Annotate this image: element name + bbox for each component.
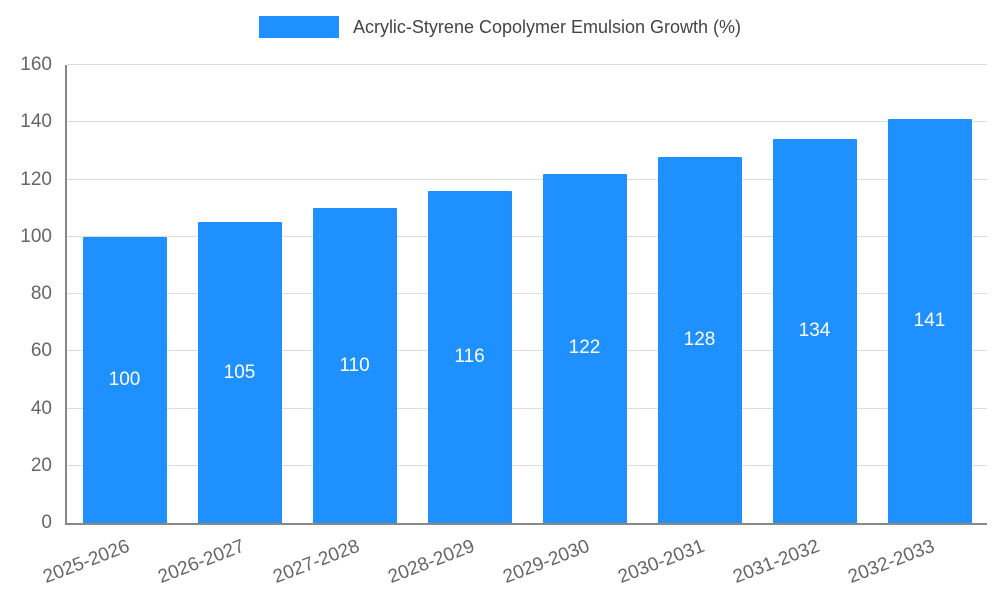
bar-2031-2032: 134 xyxy=(772,139,857,523)
bar-value-label: 122 xyxy=(568,337,601,359)
bar-value-label: 116 xyxy=(454,345,485,367)
bar-2032-2033: 141 xyxy=(887,119,972,523)
bar-value-label: 128 xyxy=(683,328,716,350)
bar-value-label: 110 xyxy=(339,354,370,376)
chart-title: Acrylic-Styrene Copolymer Emulsion Growt… xyxy=(352,16,742,37)
y-tick-label: 20 xyxy=(30,454,52,476)
bar-2025-2026: 100 xyxy=(82,236,167,523)
bar-value-label: 134 xyxy=(798,320,831,342)
bar-2030-2031: 128 xyxy=(657,156,742,523)
gridline xyxy=(67,350,987,352)
gridline xyxy=(67,64,987,65)
gridline xyxy=(67,407,987,409)
y-tick-label: 0 xyxy=(41,512,52,533)
y-tick-label: 60 xyxy=(30,340,52,362)
x-tick-label: 2032-2033 xyxy=(844,535,938,588)
y-tick-label: 140 xyxy=(20,111,52,133)
x-tick-label: 2027-2028 xyxy=(269,535,363,588)
bar-value-label: 141 xyxy=(913,310,946,332)
x-tick-label: 2029-2030 xyxy=(499,535,593,588)
y-tick-label: 100 xyxy=(20,225,52,247)
x-tick-label: 2025-2026 xyxy=(39,535,133,588)
x-tick-label: 2030-2031 xyxy=(614,535,708,588)
y-tick-label: 80 xyxy=(30,283,52,304)
legend-swatch xyxy=(258,16,339,38)
chart-legend: Acrylic-Styrene Copolymer Emulsion Growt… xyxy=(0,16,1000,38)
bar-value-label: 100 xyxy=(108,368,141,390)
bar-2027-2028: 110 xyxy=(312,208,397,523)
bar-value-label: 105 xyxy=(223,361,256,383)
y-tick-label: 160 xyxy=(20,54,52,75)
plot-area: 100 105 110 116 122 128 134 141 xyxy=(65,64,987,525)
x-tick-label: 2031-2032 xyxy=(729,535,823,588)
y-tick-label: 120 xyxy=(20,168,52,190)
gridline xyxy=(67,178,987,180)
y-tick-label: 40 xyxy=(30,397,52,419)
x-tick-label: 2028-2029 xyxy=(384,535,478,588)
gridline xyxy=(67,464,987,466)
gridline xyxy=(67,235,987,237)
gridline xyxy=(67,293,987,294)
x-tick-label: 2026-2027 xyxy=(154,535,248,588)
bar-2029-2030: 122 xyxy=(542,173,627,523)
bar-2026-2027: 105 xyxy=(197,222,282,523)
gridline xyxy=(67,121,987,123)
bar-2028-2029: 116 xyxy=(427,190,512,523)
